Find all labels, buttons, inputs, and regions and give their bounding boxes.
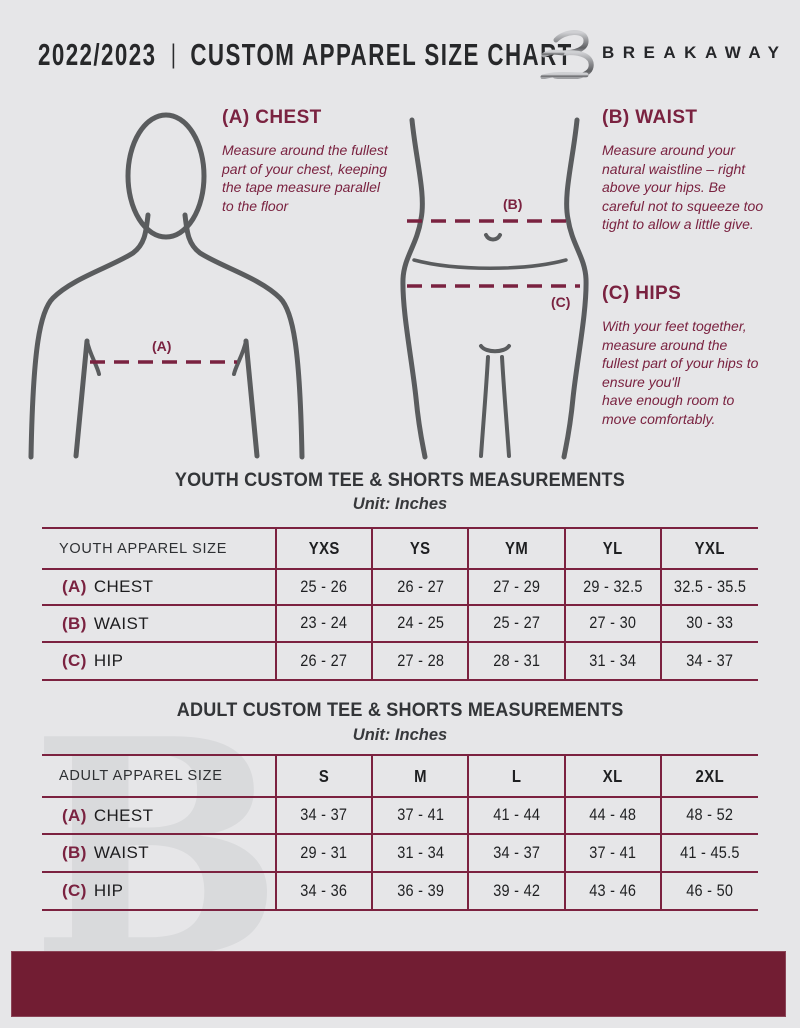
youth-table-corner-header: YOUTH APPAREL SIZE <box>42 529 277 570</box>
figure-hip-crease <box>412 258 568 270</box>
youth-column-header: YXL <box>661 529 758 570</box>
figure-left-torso-leg-outline <box>400 117 428 460</box>
table-cell: 34 - 37 <box>661 643 758 681</box>
adult-section-subtitle: Unit: Inches <box>352 726 448 744</box>
youth-section-subtitle: Unit: Inches <box>352 495 448 513</box>
chest-instruction: (A) CHEST Measure around the fullest par… <box>222 107 390 215</box>
table-cell: 24 - 25 <box>373 606 470 643</box>
table-cell: 48 - 52 <box>661 798 758 835</box>
adult-table-corner-header: ADULT APPAREL SIZE <box>42 756 277 798</box>
table-cell: 25 - 26 <box>277 570 374 606</box>
table-cell: 27 - 28 <box>373 643 470 681</box>
figure-right-inner-arm <box>243 338 260 459</box>
table-cell: 30 - 33 <box>661 606 758 643</box>
table-cell: 44 - 48 <box>565 798 662 835</box>
lower-body-figure <box>400 117 589 460</box>
masthead-text: 2022/2023 | CUSTOM APPAREL SIZE CHART <box>38 37 573 73</box>
figure-head <box>125 112 207 240</box>
adult-size-table: ADULT APPAREL SIZE S M L XL 2XL (A) CHEST… <box>42 754 758 911</box>
table-cell: 28 - 31 <box>469 643 566 681</box>
adult-column-header: 2XL <box>661 756 758 798</box>
table-cell: 27 - 29 <box>469 570 566 606</box>
table-cell: 41 - 44 <box>469 798 566 835</box>
youth-row-label: (B) WAIST <box>42 606 277 643</box>
brand-watermark-letter: B <box>30 673 284 1026</box>
table-cell: 46 - 50 <box>661 873 758 911</box>
table-cell: 39 - 42 <box>469 873 566 911</box>
table-cell: 31 - 34 <box>565 643 662 681</box>
youth-column-header: YXS <box>277 529 374 570</box>
youth-column-header: YL <box>565 529 662 570</box>
table-cell: 32.5 - 35.5 <box>661 570 758 606</box>
figure-left-chest-line <box>85 339 101 376</box>
youth-row-label: (A) CHEST <box>42 570 277 606</box>
figure-navel <box>484 233 502 242</box>
breakaway-logo-icon <box>540 30 594 79</box>
masthead: 2022/2023 | CUSTOM APPAREL SIZE CHART <box>38 37 781 73</box>
figure-right-torso-leg-outline <box>561 117 589 460</box>
table-cell: 36 - 39 <box>373 873 470 911</box>
table-cell: 34 - 37 <box>277 798 374 835</box>
adult-column-header: S <box>277 756 374 798</box>
chest-instruction-body: Measure around the fullest part of your … <box>222 142 388 214</box>
waist-instruction-heading: (B) WAIST <box>602 107 698 128</box>
chest-instruction-heading: (A) CHEST <box>222 107 322 128</box>
adult-section-title: ADULT CUSTOM TEE & SHORTS MEASUREMENTS <box>176 700 624 721</box>
table-cell: 29 - 32.5 <box>565 570 662 606</box>
upper-body-figure <box>28 112 305 460</box>
masthead-separator: | <box>170 39 176 69</box>
table-cell: 23 - 24 <box>277 606 374 643</box>
waist-instruction-body: Measure around your natural waistline – … <box>602 142 764 232</box>
adult-column-header: M <box>373 756 470 798</box>
table-cell: 37 - 41 <box>565 835 662 873</box>
table-cell: 26 - 27 <box>277 643 374 681</box>
youth-section-title: YOUTH CUSTOM TEE & SHORTS MEASUREMENTS <box>174 470 626 491</box>
table-cell: 26 - 27 <box>373 570 470 606</box>
youth-size-table: YOUTH APPAREL SIZE YXS YS YM YL YXL (A) C… <box>42 527 758 681</box>
adult-row-label: (C) HIP <box>42 873 277 911</box>
brand-name: BREAKAWAY <box>602 43 788 62</box>
waist-instruction: (B) WAIST Measure around your natural wa… <box>602 107 766 234</box>
adult-column-header: L <box>469 756 566 798</box>
logo-base-bar <box>540 72 589 79</box>
hips-instruction-heading: (C) HIPS <box>602 283 682 304</box>
figure-left-shoulder-arm <box>28 212 151 460</box>
hips-instruction-body: With your feet together, measure around … <box>602 318 759 427</box>
logo-mid-bar <box>541 49 565 58</box>
adult-column-header: XL <box>565 756 662 798</box>
logo-upper-bowl <box>553 30 589 56</box>
figure-right-inner-leg <box>500 355 511 458</box>
table-cell: 31 - 34 <box>373 835 470 873</box>
season-label: 2022/2023 <box>38 37 157 72</box>
figure-right-chest-line <box>232 339 248 376</box>
page-title: CUSTOM APPAREL SIZE CHART <box>190 37 573 72</box>
waist-marker-label: (B) <box>503 196 523 212</box>
footer-accent-bar <box>11 951 786 1017</box>
hips-instruction: (C) HIPS With your feet together, measur… <box>602 283 764 428</box>
table-cell: 27 - 30 <box>565 606 662 643</box>
table-cell: 34 - 37 <box>469 835 566 873</box>
logo-lower-bowl <box>552 50 594 79</box>
table-cell: 29 - 31 <box>277 835 374 873</box>
youth-column-header: YM <box>469 529 566 570</box>
youth-column-header: YS <box>373 529 470 570</box>
table-cell: 34 - 36 <box>277 873 374 911</box>
hips-marker-label: (C) <box>551 294 571 310</box>
table-cell: 37 - 41 <box>373 798 470 835</box>
chest-marker-label: (A) <box>152 338 172 354</box>
table-cell: 43 - 46 <box>565 873 662 911</box>
figure-right-shoulder-arm <box>182 212 305 460</box>
adult-row-label: (A) CHEST <box>42 798 277 835</box>
table-cell: 25 - 27 <box>469 606 566 643</box>
youth-row-label: (C) HIP <box>42 643 277 681</box>
figure-left-inner-leg <box>479 355 490 458</box>
figure-left-inner-arm <box>73 338 90 459</box>
table-cell: 41 - 45.5 <box>661 835 758 873</box>
adult-row-label: (B) WAIST <box>42 835 277 873</box>
figure-crotch-line <box>479 344 511 354</box>
